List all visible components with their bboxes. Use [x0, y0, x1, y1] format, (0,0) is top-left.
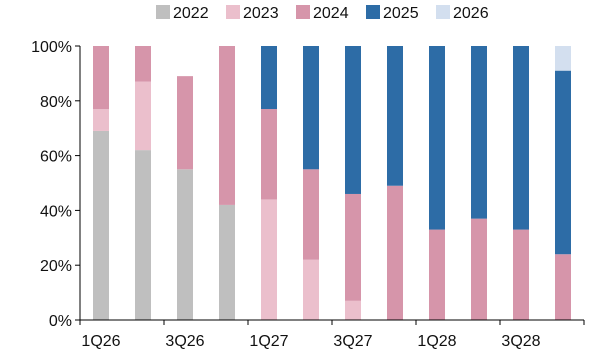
- bar-1Q27-2025: [261, 46, 277, 110]
- bar-4Q26-2024: [219, 46, 235, 205]
- bar-4Q26-2022: [219, 204, 235, 320]
- bar-3Q26-2024: [177, 76, 193, 170]
- y-tick-label: 40%: [40, 203, 72, 220]
- bar-2Q26-2023: [135, 81, 151, 151]
- legend-label-2023: 2023: [243, 5, 279, 22]
- bar-2Q28-2025: [471, 46, 487, 219]
- x-tick-label: 3Q26: [165, 333, 204, 350]
- x-tick-label: 1Q27: [249, 333, 288, 350]
- bar-1Q27-2024: [261, 109, 277, 200]
- y-tick-label: 100%: [31, 39, 72, 56]
- bar-2Q28-2024: [471, 218, 487, 320]
- legend: 2022 2023 2024 2025 2026: [156, 5, 489, 22]
- y-tick-label: 20%: [40, 258, 72, 275]
- bar-4Q27-2024: [387, 185, 403, 320]
- bar-3Q27-2024: [345, 193, 361, 301]
- bar-2Q27-2023: [303, 259, 319, 320]
- bars: [93, 46, 571, 320]
- y-tick-label: 0%: [49, 313, 72, 330]
- bar-2Q26-2022: [135, 150, 151, 320]
- x-tick-label: 1Q28: [417, 333, 456, 350]
- bar-1Q27-2023: [261, 199, 277, 320]
- legend-label-2024: 2024: [313, 5, 349, 22]
- y-axis: 0% 20% 40% 60% 80% 100%: [31, 39, 81, 330]
- bar-2Q26-2024: [135, 46, 151, 82]
- bar-3Q26-2022: [177, 169, 193, 320]
- legend-swatch-2026: [436, 5, 450, 19]
- legend-label-2022: 2022: [173, 5, 209, 22]
- x-axis: 1Q26 3Q26 1Q27 3Q27 1Q28 3Q28: [79, 319, 585, 350]
- legend-swatch-2024: [296, 5, 310, 19]
- bar-1Q26-2023: [93, 109, 109, 131]
- legend-swatch-2022: [156, 5, 170, 19]
- bar-4Q27-2025: [387, 46, 403, 186]
- bar-3Q27-2023: [345, 300, 361, 320]
- legend-label-2025: 2025: [383, 5, 419, 22]
- bar-4Q28-2025: [555, 70, 571, 255]
- x-tick-label: 1Q26: [81, 333, 120, 350]
- legend-swatch-2025: [366, 5, 380, 19]
- bar-3Q28-2024: [513, 229, 529, 320]
- bar-3Q28-2025: [513, 46, 529, 230]
- bar-2Q27-2024: [303, 169, 319, 260]
- y-tick-label: 60%: [40, 149, 72, 166]
- bar-4Q28-2024: [555, 254, 571, 320]
- bar-4Q28-2026: [555, 46, 571, 71]
- x-tick-label: 3Q28: [501, 333, 540, 350]
- bar-3Q27-2025: [345, 46, 361, 194]
- legend-label-2026: 2026: [453, 5, 489, 22]
- y-tick-label: 80%: [40, 94, 72, 111]
- bar-2Q27-2025: [303, 46, 319, 170]
- bar-1Q26-2024: [93, 46, 109, 110]
- legend-swatch-2023: [226, 5, 240, 19]
- bar-1Q28-2024: [429, 229, 445, 320]
- x-tick-label: 3Q27: [333, 333, 372, 350]
- bar-1Q28-2025: [429, 46, 445, 230]
- bar-1Q26-2022: [93, 130, 109, 320]
